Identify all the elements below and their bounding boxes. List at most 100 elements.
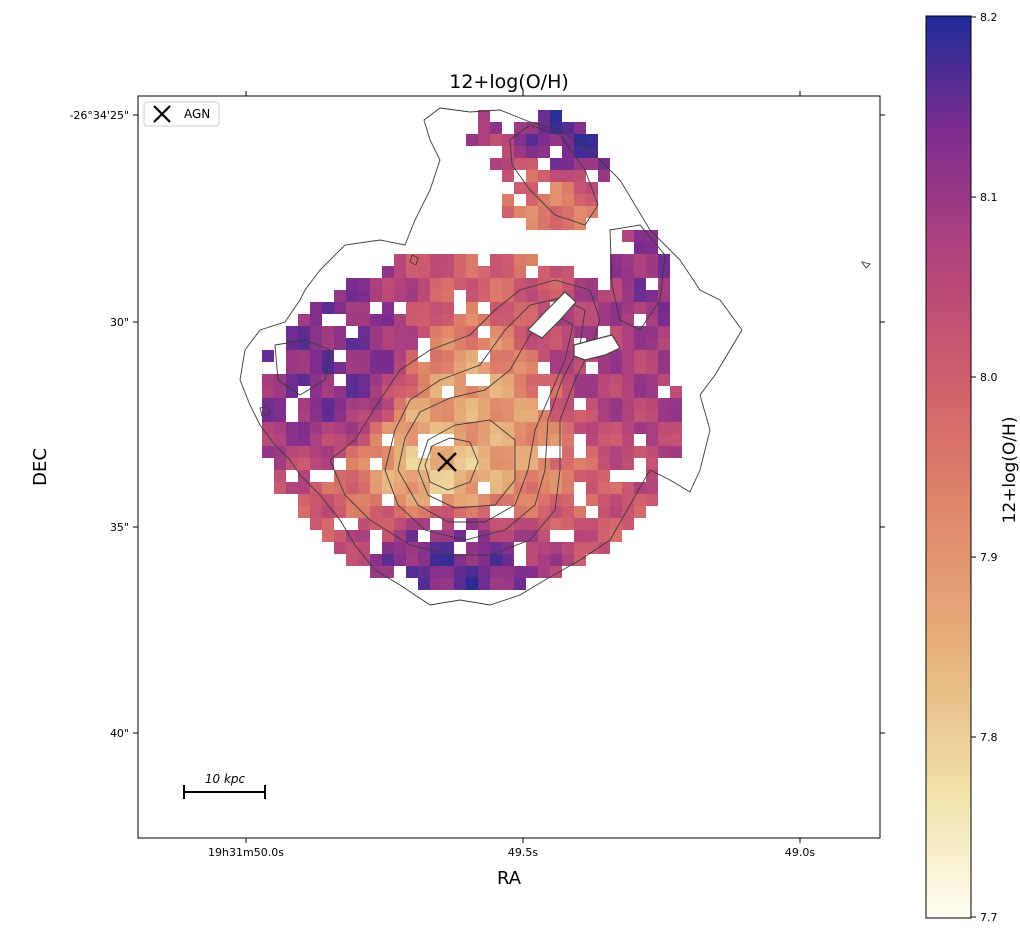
legend-box: [143, 101, 220, 127]
map-pixel: [622, 374, 634, 386]
map-pixel: [442, 350, 454, 362]
map-pixel: [334, 494, 346, 506]
map-pixel: [610, 434, 622, 446]
map-pixel: [478, 494, 490, 506]
map-pixel: [262, 422, 274, 434]
map-pixel: [646, 398, 658, 410]
map-pixel: [370, 350, 382, 362]
map-pixel: [370, 482, 382, 494]
map-pixel: [490, 494, 502, 506]
map-pixel: [490, 362, 502, 374]
map-pixel: [502, 386, 514, 398]
map-pixel: [418, 554, 430, 566]
map-pixel: [658, 410, 670, 422]
map-pixel: [346, 302, 358, 314]
map-pixel: [358, 338, 370, 350]
map-pixel: [562, 506, 574, 518]
map-pixel: [562, 206, 574, 218]
map-pixel: [406, 362, 418, 374]
map-pixel: [454, 338, 466, 350]
map-pixel: [598, 302, 610, 314]
map-pixel: [478, 266, 490, 278]
map-pixel: [442, 338, 454, 350]
map-pixel: [526, 134, 538, 146]
map-pixel: [442, 374, 454, 386]
map-pixel: [610, 518, 622, 530]
map-pixel: [634, 230, 646, 242]
map-pixel: [370, 278, 382, 290]
map-pixel: [478, 530, 490, 542]
map-pixel: [370, 386, 382, 398]
map-pixel: [262, 446, 274, 458]
map-pixel: [418, 302, 430, 314]
map-pixel: [490, 578, 502, 590]
map-pixel: [430, 314, 442, 326]
map-pixel: [586, 518, 598, 530]
map-pixel: [274, 422, 286, 434]
map-pixel: [550, 194, 562, 206]
map-pixel: [490, 554, 502, 566]
map-pixel: [406, 410, 418, 422]
map-pixel: [298, 494, 310, 506]
map-pixel: [550, 206, 562, 218]
map-pixel: [514, 326, 526, 338]
map-pixel: [490, 422, 502, 434]
map-pixel: [370, 374, 382, 386]
map-pixel: [346, 494, 358, 506]
map-pixel: [406, 542, 418, 554]
map-pixel: [610, 410, 622, 422]
map-pixel: [322, 398, 334, 410]
map-pixel: [610, 290, 622, 302]
map-pixel: [526, 446, 538, 458]
map-pixel: [562, 194, 574, 206]
map-pixel: [478, 566, 490, 578]
map-pixel: [346, 374, 358, 386]
map-pixel: [598, 314, 610, 326]
map-pixel: [382, 458, 394, 470]
map-pixel: [490, 434, 502, 446]
map-pixel: [598, 374, 610, 386]
x-tick-label-2: 49.5s: [508, 846, 538, 859]
map-pixel: [586, 278, 598, 290]
map-pixel: [262, 374, 274, 386]
map-pixel: [322, 530, 334, 542]
map-pixel: [502, 434, 514, 446]
map-pixel: [658, 326, 670, 338]
map-pixel: [622, 446, 634, 458]
map-pixel: [454, 326, 466, 338]
map-pixel: [418, 278, 430, 290]
map-pixel: [454, 350, 466, 362]
map-pixel: [466, 578, 478, 590]
map-pixel: [538, 146, 550, 158]
map-pixel: [610, 530, 622, 542]
map-pixel: [466, 314, 478, 326]
small-blob-1: [409, 254, 419, 266]
map-pixel: [370, 326, 382, 338]
map-pixel: [466, 398, 478, 410]
map-pixel: [502, 338, 514, 350]
map-pixel: [538, 494, 550, 506]
map-pixel: [346, 470, 358, 482]
map-pixel: [646, 446, 658, 458]
map-pixel: [562, 266, 574, 278]
map-pixel: [478, 542, 490, 554]
map-pixel: [418, 518, 430, 530]
map-pixel: [538, 170, 550, 182]
map-pixel: [358, 482, 370, 494]
map-pixel: [550, 110, 562, 122]
map-pixel: [358, 446, 370, 458]
map-pixel: [358, 374, 370, 386]
map-pixel: [310, 386, 322, 398]
map-pixel: [430, 506, 442, 518]
map-pixel: [646, 386, 658, 398]
map-pixel: [394, 362, 406, 374]
map-pixel: [502, 350, 514, 362]
map-pixel: [562, 554, 574, 566]
scale-bar-label: 10 kpc: [205, 772, 246, 786]
map-pixel: [466, 542, 478, 554]
y-axis-ticks: [133, 114, 885, 734]
map-pixel: [394, 290, 406, 302]
map-pixel: [358, 362, 370, 374]
map-pixel: [550, 134, 562, 146]
